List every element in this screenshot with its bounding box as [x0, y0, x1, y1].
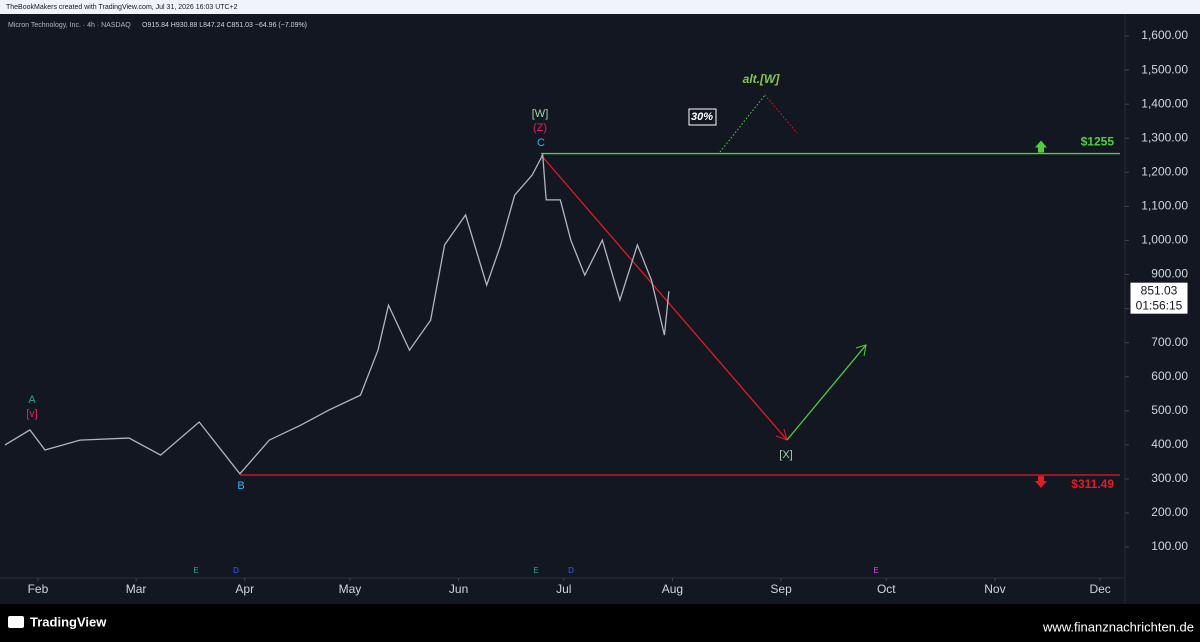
y-tick-label: 1,400.00 — [1141, 96, 1188, 110]
brand-logo — [8, 616, 24, 628]
y-tick-label: 1,000.00 — [1141, 233, 1188, 247]
x-tick-label: Oct — [877, 582, 896, 596]
ohlc: O915.84 H930.88 L847.24 C851.03 −64.96 (… — [142, 22, 307, 29]
y-tick-label: 1,200.00 — [1141, 164, 1188, 178]
y-tick-label: 1,300.00 — [1141, 130, 1188, 144]
y-tick-label: 300.00 — [1151, 471, 1188, 485]
event[interactable]: E — [533, 566, 538, 575]
level-label: $1255 — [1081, 135, 1115, 149]
footer-bar — [0, 604, 1200, 642]
wave-label: A — [28, 394, 36, 406]
x-tick-label: Dec — [1089, 582, 1110, 596]
wave-label: [W] — [532, 108, 549, 120]
y-tick-label: 500.00 — [1151, 403, 1188, 417]
pct-box — [688, 108, 717, 126]
x-tick-label: Sep — [770, 582, 792, 596]
wave-label: (Z) — [533, 122, 547, 134]
countdown: 01:56:15 — [1136, 298, 1183, 312]
y-tick-label: 1,600.00 — [1141, 28, 1188, 42]
x-tick-label: Jun — [449, 582, 468, 596]
y-tick-label: 700.00 — [1151, 335, 1188, 349]
arrow-head — [855, 344, 867, 357]
wave-label: [X] — [779, 449, 792, 461]
wave-label: [v] — [26, 408, 38, 420]
x-tick-label: Apr — [235, 582, 254, 596]
header: TheBookMakers created with TradingView.c… — [6, 4, 238, 11]
x-tick-label: May — [339, 582, 362, 596]
x-tick-label: Feb — [28, 582, 49, 596]
y-tick-label: 400.00 — [1151, 437, 1188, 451]
level-label: $311.49 — [1071, 477, 1114, 491]
level-arrow — [1035, 476, 1047, 489]
y-tick-label: 1,500.00 — [1141, 62, 1188, 76]
alt-projection — [719, 94, 766, 153]
projection-down — [540, 154, 788, 441]
x-tick-label: Aug — [662, 582, 683, 596]
brand: TradingView — [30, 614, 107, 629]
symbol: Micron Technology, Inc. · 4h · NASDAQ — [8, 22, 131, 29]
source: www.finanznachrichten.de — [1042, 619, 1194, 634]
pct: 30% — [691, 111, 713, 123]
price-line — [4, 152, 670, 475]
last-price-badge — [1129, 281, 1189, 315]
y-tick-label: 200.00 — [1151, 505, 1188, 519]
y-tick-label: 900.00 — [1151, 267, 1188, 281]
event[interactable]: D — [233, 566, 239, 575]
header-bar — [0, 0, 1200, 14]
x-tick-label: Mar — [126, 582, 147, 596]
y-tick-label: 100.00 — [1151, 539, 1188, 553]
wave-label: B — [237, 480, 244, 492]
projection-up — [786, 344, 867, 441]
level-arrow — [1035, 140, 1047, 153]
alt-label: alt.[W] — [743, 72, 781, 86]
x-tick-label: Nov — [984, 582, 1005, 596]
last-price: 851.03 — [1141, 283, 1178, 297]
event[interactable]: E — [193, 566, 198, 575]
alt-projection — [764, 94, 798, 134]
x-tick-label: Jul — [556, 582, 571, 596]
y-tick-label: 1,100.00 — [1141, 199, 1188, 213]
event[interactable]: D — [568, 566, 574, 575]
y-tick-label: 600.00 — [1151, 369, 1188, 383]
wave-label: C — [537, 137, 545, 149]
event[interactable]: E — [873, 566, 878, 575]
